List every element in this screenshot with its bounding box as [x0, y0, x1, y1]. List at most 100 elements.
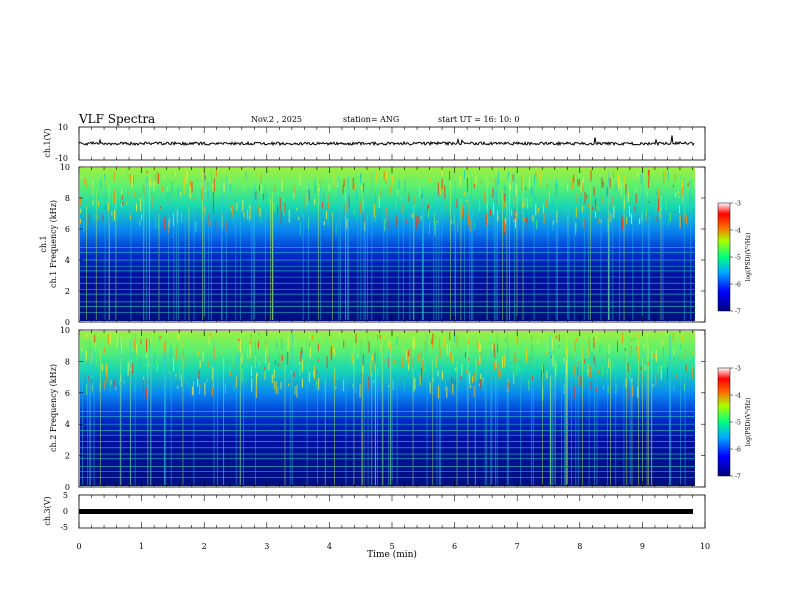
spectrogram-texture — [337, 182, 339, 188]
spectrogram-texture — [161, 362, 163, 367]
spectrogram-texture — [92, 186, 94, 199]
spectrogram-texture — [150, 192, 152, 195]
spectrogram-texture — [692, 366, 694, 371]
spectrogram-texture — [413, 379, 415, 393]
y-tick-label: 6 — [65, 389, 70, 398]
spectrogram-texture — [317, 343, 319, 351]
spectrogram-texture — [98, 201, 100, 207]
spectrogram-texture — [501, 356, 503, 368]
spectrogram-texture — [368, 376, 370, 391]
spectrogram-texture — [353, 178, 355, 187]
spectrogram-texture — [277, 206, 279, 217]
spectrogram-texture — [269, 191, 271, 204]
spectrogram-texture — [177, 386, 179, 389]
spectrogram-texture — [572, 178, 574, 190]
spectrogram-texture — [133, 352, 135, 356]
spectrogram-texture — [301, 347, 303, 354]
spectrogram-texture — [508, 382, 510, 389]
y-tick-label: 2 — [65, 452, 70, 461]
spectrogram-texture — [260, 210, 262, 224]
x-tick-label: 0 — [76, 542, 81, 551]
spectrogram-texture — [679, 205, 681, 214]
spectrogram-texture — [204, 180, 206, 193]
spectrogram-texture — [627, 386, 629, 400]
spectrogram-texture — [299, 368, 301, 377]
spectrogram-texture — [184, 374, 186, 382]
spectrogram-texture — [552, 221, 554, 231]
spectrogram-texture — [380, 190, 382, 198]
spectrogram-texture — [249, 205, 251, 219]
spectrogram-texture — [314, 179, 316, 194]
spectrogram-texture — [565, 203, 567, 216]
spectrogram-texture — [627, 362, 629, 372]
spectrogram-texture — [478, 359, 480, 366]
spectrogram-texture — [300, 350, 302, 362]
spectrogram-texture — [241, 368, 243, 383]
spectrogram-texture — [487, 219, 489, 224]
spectrogram-texture — [233, 181, 235, 191]
spectrogram-texture — [574, 173, 576, 179]
spectrogram-texture — [438, 385, 440, 399]
spectrogram-texture — [229, 182, 231, 194]
spectrogram-texture — [412, 213, 414, 218]
spectrogram-texture — [663, 347, 665, 359]
spectrogram-texture — [466, 199, 468, 203]
spectrogram-texture — [334, 371, 336, 384]
spectrogram-texture — [536, 357, 538, 371]
spectrogram-texture — [152, 195, 154, 209]
spectrogram-texture — [636, 379, 638, 386]
spectrogram-texture — [299, 361, 301, 365]
spectrogram-texture — [377, 334, 379, 341]
spectrogram-texture — [129, 174, 131, 177]
spectrogram-texture — [260, 185, 262, 194]
spectrogram-texture — [332, 343, 334, 353]
spectrogram-texture — [197, 349, 199, 356]
spectrogram-texture — [468, 213, 470, 227]
spectrogram-texture — [424, 340, 426, 353]
spectrogram-texture — [452, 200, 454, 212]
spectrogram-texture — [83, 178, 85, 184]
spectrogram-texture — [455, 187, 457, 192]
spectrogram-texture — [637, 337, 639, 351]
spectrogram-texture — [171, 181, 173, 195]
spectrogram-texture — [113, 171, 115, 181]
spectrogram-texture — [396, 215, 398, 227]
spectrogram-texture — [170, 346, 172, 360]
spectrogram-texture — [452, 355, 454, 364]
spectrogram-texture — [467, 177, 469, 192]
spectrogram-texture — [429, 382, 431, 394]
spectrogram-texture — [327, 213, 329, 226]
spectrogram-texture — [607, 187, 609, 196]
x-tick-label: 1 — [139, 542, 144, 551]
spectrogram-texture — [665, 198, 667, 211]
spectrogram-texture — [195, 221, 197, 232]
spectrogram-texture — [682, 179, 684, 193]
spectrogram-texture — [213, 178, 215, 192]
spectrogram-texture — [586, 194, 588, 199]
colorbar-tick-label: -6 — [735, 282, 741, 289]
spectrogram-texture — [405, 349, 407, 361]
spectrogram-texture — [675, 177, 677, 187]
spectrogram-texture — [168, 218, 170, 228]
spectrogram-texture — [500, 369, 502, 379]
spectrogram-texture — [113, 380, 115, 387]
spectrogram-texture — [391, 175, 393, 185]
spectrogram-texture — [251, 378, 253, 392]
spectrogram-texture — [388, 340, 390, 348]
spectrogram-texture — [386, 207, 388, 212]
spectrogram-texture — [513, 219, 515, 223]
spectrogram-texture — [169, 371, 171, 375]
spectrogram-texture — [136, 203, 138, 211]
colorbar-tick-label: -6 — [735, 447, 741, 454]
spectrogram-texture — [401, 203, 403, 215]
spectrogram-texture — [243, 181, 245, 190]
spectrogram-texture — [682, 194, 684, 204]
spectrogram-texture — [441, 178, 443, 190]
spectrogram-texture — [575, 192, 577, 204]
spectrogram-texture — [175, 374, 177, 377]
spectrogram-texture — [186, 170, 188, 184]
spectrogram-texture — [643, 343, 645, 351]
spectrogram-texture — [609, 177, 611, 188]
spectrogram-texture — [634, 206, 636, 211]
spectrogram-texture — [337, 375, 339, 381]
